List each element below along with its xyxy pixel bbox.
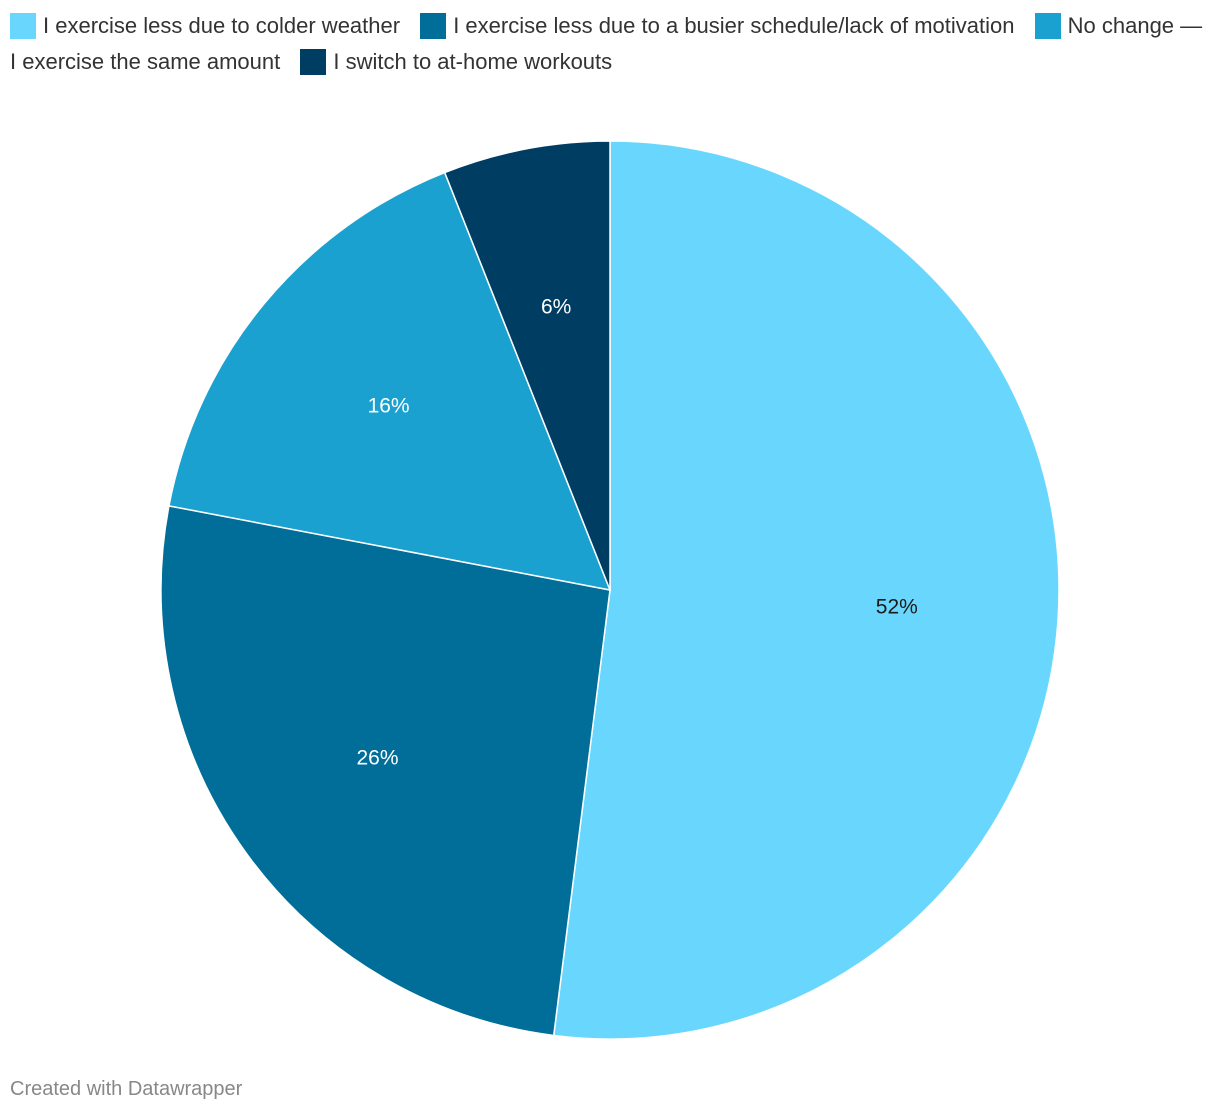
- slice-value-label: 16%: [368, 394, 410, 417]
- legend-item: I exercise less due to a busier schedule…: [420, 13, 1015, 39]
- pie-slice: [168, 171, 612, 591]
- pie-slice: [443, 140, 611, 591]
- slice-value-label: 52%: [876, 596, 918, 619]
- legend-label: I switch to at-home workouts: [333, 49, 613, 74]
- legend-item: I exercise less due to colder weather: [10, 13, 401, 39]
- legend-label: I exercise less due to colder weather: [43, 13, 401, 38]
- slice-value-label: 26%: [357, 746, 399, 769]
- legend-swatch: [10, 13, 36, 39]
- pie-slice: [160, 504, 611, 1037]
- slice-value-label: 6%: [541, 295, 571, 318]
- legend-swatch: [1034, 13, 1061, 39]
- footer-credit: Created with Datawrapper: [10, 1078, 243, 1100]
- legend-item: No change — I exercise the same amount: [10, 13, 1202, 74]
- pie-slice: [552, 140, 1060, 1040]
- legend-label: No change — I exercise the same amount: [10, 13, 1203, 74]
- legend-item: I switch to at-home workouts: [300, 49, 613, 75]
- legend-swatch: [300, 49, 327, 75]
- legend: I exercise less due to colder weather I …: [10, 8, 1205, 80]
- legend-label: I exercise less due to a busier schedule…: [453, 13, 1015, 38]
- legend-swatch: [420, 13, 447, 39]
